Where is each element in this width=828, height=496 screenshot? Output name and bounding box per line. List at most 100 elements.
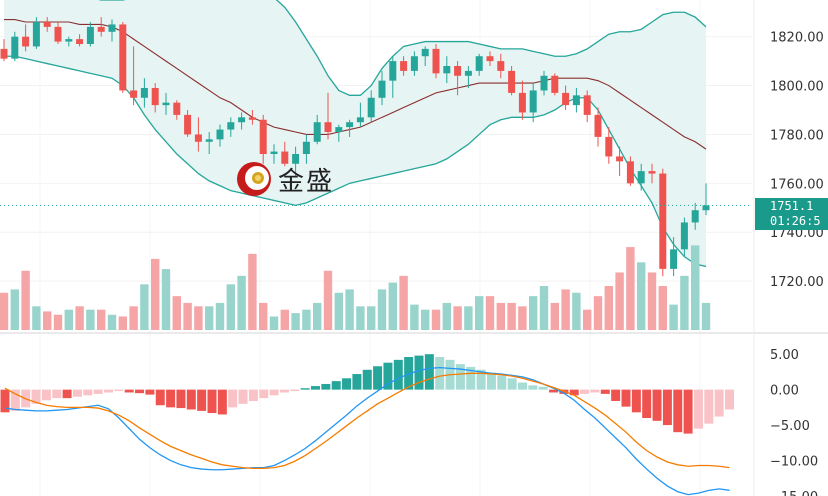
macd-histogram-bar [10, 389, 20, 411]
volume-bar [464, 306, 473, 330]
candle-body [443, 66, 451, 74]
candle-body [464, 70, 472, 76]
macd-histogram-bar [331, 381, 341, 390]
candle-body [119, 24, 127, 91]
candle-body [238, 117, 246, 123]
macd-histogram-bar [600, 389, 610, 394]
volume-bar [507, 302, 516, 330]
volume-bar [43, 311, 52, 330]
candle-body [508, 70, 516, 93]
macd-histogram-bar [590, 389, 600, 393]
volume-bar [259, 302, 268, 330]
volume-bar [64, 309, 73, 330]
candle-body [43, 22, 51, 27]
macd-histogram-bar [466, 366, 476, 390]
macd-histogram-bar [580, 389, 590, 394]
macd-histogram-bar [342, 378, 352, 390]
candle-body [184, 114, 192, 135]
candle-body [432, 48, 440, 74]
volume-bar [529, 296, 538, 330]
volume-bar [356, 306, 365, 330]
volume-bar [151, 258, 160, 330]
candle-body [356, 117, 364, 123]
macd-histogram-bar [662, 389, 672, 426]
volume-bar [421, 309, 430, 330]
volume-bar [367, 306, 376, 330]
price-axis: 1820.001800.001780.001760.001740.001720.… [770, 31, 824, 496]
volume-bar [647, 272, 657, 330]
volume-bar [593, 296, 603, 330]
macd-tick-label: −10.00 [770, 455, 818, 470]
macd-histogram-bar [31, 389, 41, 404]
macd-histogram-bar [549, 389, 559, 393]
candle-body [346, 122, 354, 128]
volume-bar [399, 275, 408, 330]
volume-bar [291, 313, 300, 330]
macd-histogram-bar [383, 362, 393, 390]
macd-histogram-bar [72, 389, 82, 397]
candle-body [151, 88, 159, 106]
candle-body [0, 48, 8, 59]
macd-histogram-bar [631, 389, 641, 413]
candle-body [11, 36, 19, 59]
bar-countdown: 01:26:5 [770, 214, 821, 228]
volume-bar [118, 316, 127, 330]
macd-histogram-bar [683, 389, 693, 434]
macd-tick-label: −15.00 [770, 490, 818, 496]
last-price-tag: 1751.1 01:26:5 [755, 198, 828, 230]
macd-histogram-bar [311, 386, 320, 390]
macd-histogram-bar [362, 369, 372, 390]
macd-histogram-bar [714, 389, 724, 417]
volume-bar [53, 314, 63, 330]
price-tick-label: 1820.00 [770, 31, 824, 46]
macd-histogram-bar [114, 389, 124, 392]
volume-bar [226, 284, 235, 330]
candle-body [454, 66, 462, 76]
macd-histogram-bar [135, 389, 145, 394]
candle-body [389, 61, 397, 81]
candle-body [540, 75, 548, 91]
candle-body [529, 90, 537, 113]
volume-bars [0, 245, 711, 330]
volume-bar [388, 282, 397, 330]
macd-tick-label: 0.00 [770, 384, 799, 399]
macd-histogram-bar [611, 389, 621, 401]
volume-bar [615, 272, 624, 330]
volume-bar [431, 309, 441, 330]
candle-body [324, 122, 332, 132]
volume-bar [248, 253, 257, 330]
candle-body [173, 102, 181, 115]
price-tick-label: 1760.00 [770, 177, 824, 192]
candle-body [97, 26, 105, 32]
volume-bar [691, 245, 700, 330]
volume-bar [107, 314, 117, 330]
macd-histogram-bar [93, 389, 103, 394]
last-price-value: 1751.1 [770, 199, 814, 213]
macd-histogram-bar [435, 357, 445, 390]
candle-body [410, 56, 418, 71]
macd-line [4, 367, 730, 496]
candle-body [367, 97, 375, 118]
logo-text: 金盛 [278, 166, 335, 197]
volume-bar [237, 275, 246, 330]
candle-body [400, 61, 408, 71]
macd-histogram-bar [673, 389, 683, 433]
macd-histogram-bar [642, 389, 652, 418]
candle-body [140, 88, 148, 98]
candle-body [108, 24, 116, 32]
macd-histogram-bar [507, 378, 517, 390]
candle-body [475, 56, 483, 71]
macd-histogram-bar [569, 389, 579, 396]
macd-tick-label: −5.00 [770, 419, 810, 434]
macd-histogram-bar [290, 389, 300, 392]
volume-bar [377, 289, 387, 330]
candle-body [335, 127, 343, 132]
candle-body [378, 80, 386, 98]
macd-histogram-bar [621, 389, 631, 407]
volume-bar [475, 296, 484, 330]
volume-bar [658, 286, 667, 330]
volume-bar [496, 302, 505, 330]
volume-bar [485, 296, 495, 330]
macd-histogram-bar [41, 389, 51, 401]
candle-body [281, 151, 289, 164]
